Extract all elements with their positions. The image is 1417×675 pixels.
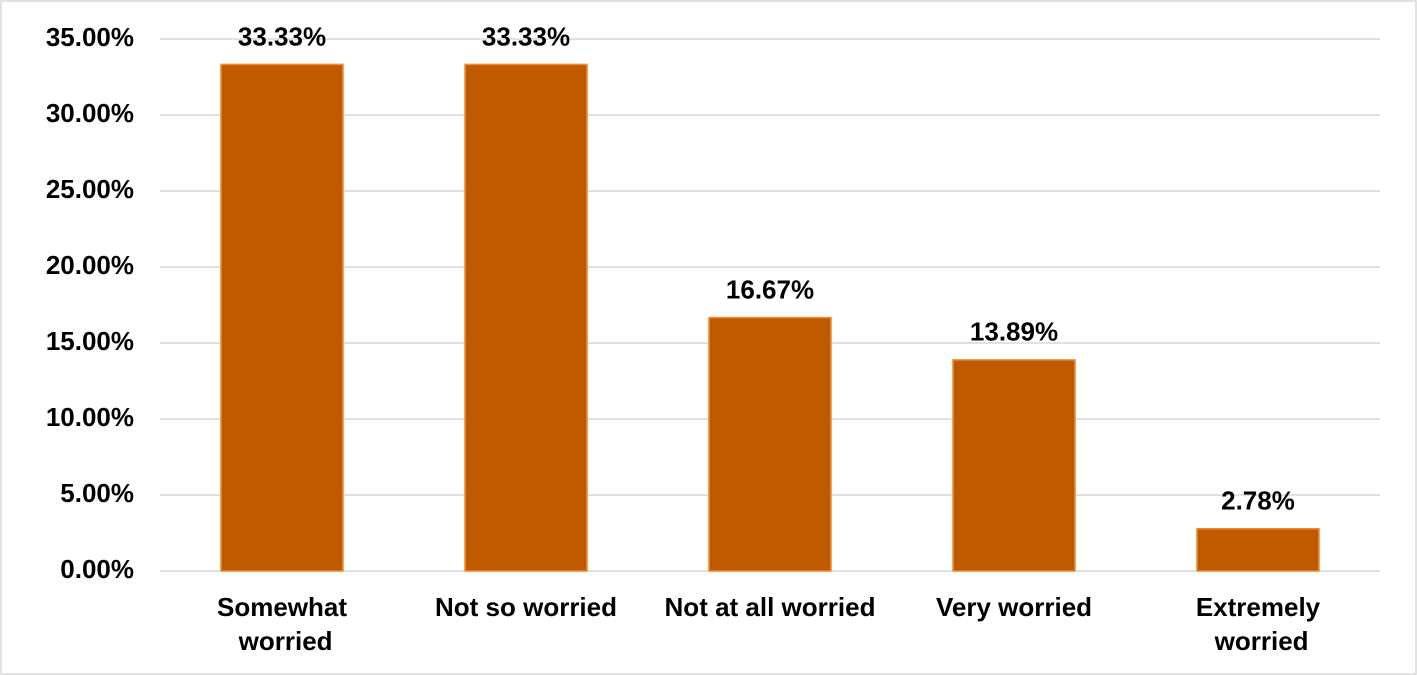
data-label: 16.67% <box>726 274 814 304</box>
data-label: 33.33% <box>482 21 570 51</box>
y-tick-label: 25.00% <box>46 174 134 204</box>
bar <box>952 359 1076 572</box>
bar <box>464 63 588 572</box>
bar <box>220 63 344 572</box>
x-tick-label: Not at all worried <box>665 592 876 622</box>
data-label: 33.33% <box>238 21 326 51</box>
bar <box>708 316 832 572</box>
x-tick-label: Extremely worried <box>1196 592 1321 656</box>
y-tick-label: 35.00% <box>46 22 134 52</box>
x-tick-label: Not so worried <box>435 592 617 622</box>
y-tick-label: 30.00% <box>46 98 134 128</box>
y-tick-label: 0.00% <box>60 554 134 584</box>
data-label: 2.78% <box>1221 486 1295 516</box>
y-tick-label: 15.00% <box>46 326 134 356</box>
y-tick-label: 5.00% <box>60 478 134 508</box>
data-label: 13.89% <box>970 317 1058 347</box>
x-tick-label: Very worried <box>936 592 1092 622</box>
bar <box>1196 527 1320 572</box>
x-tick-label: Somewhat worried <box>217 592 347 656</box>
y-tick-label: 20.00% <box>46 250 134 280</box>
y-tick-label: 10.00% <box>46 402 134 432</box>
